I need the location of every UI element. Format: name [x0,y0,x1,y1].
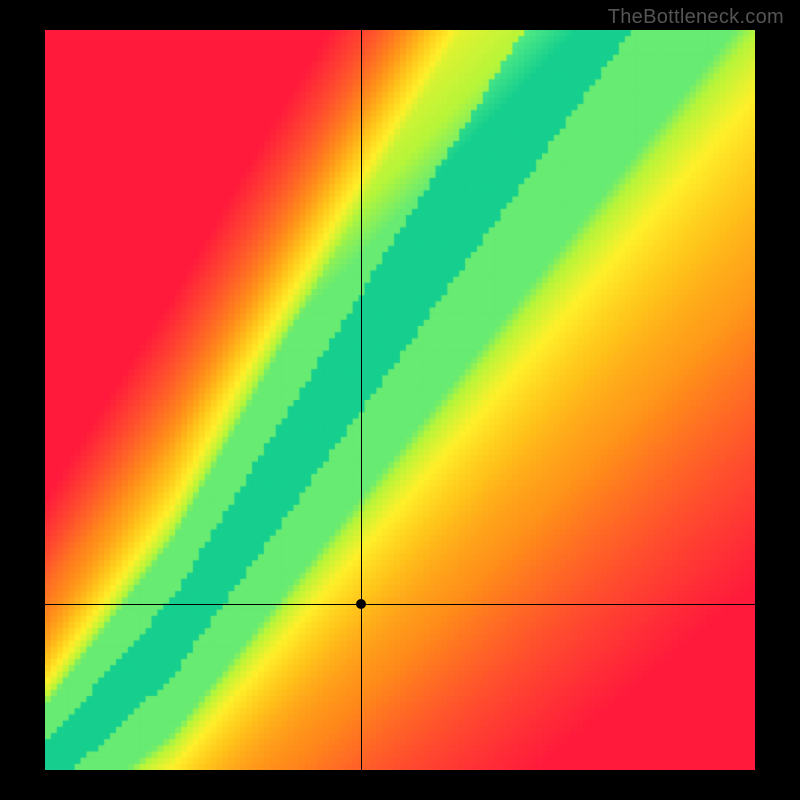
crosshair-vertical [361,30,362,770]
chart-container: TheBottleneck.com [0,0,800,800]
watermark-text: TheBottleneck.com [608,6,784,29]
intersection-marker [356,599,366,609]
heatmap-plot-area [45,30,755,770]
heatmap-canvas [45,30,755,770]
crosshair-horizontal [45,604,755,605]
